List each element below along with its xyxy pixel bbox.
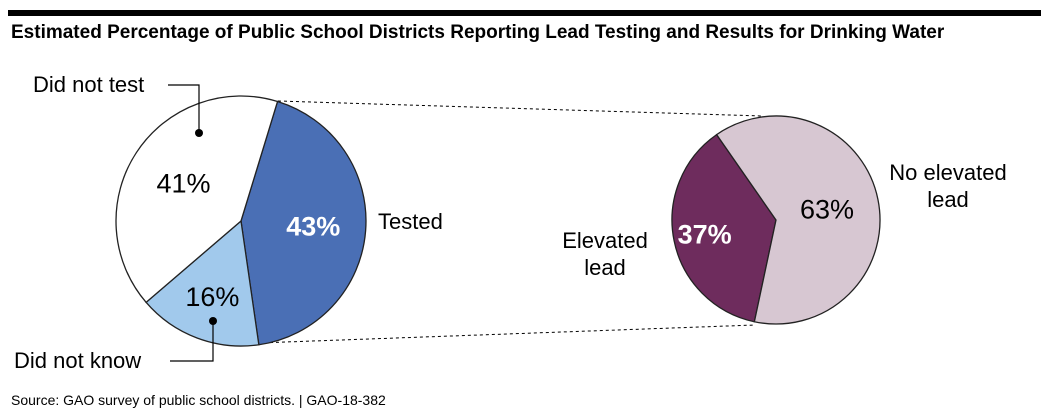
label-did-not-test: Did not test <box>33 72 144 97</box>
connector-line-top <box>277 100 763 117</box>
callout-dot <box>209 317 217 325</box>
label-no-elevated: No elevated <box>889 160 1006 185</box>
pie-slice-did-not-know <box>145 219 260 347</box>
label-elevated: Elevated <box>562 228 648 253</box>
label-elevated: lead <box>584 255 626 280</box>
pie-slice-no-elevated-lead <box>715 115 881 325</box>
chart-title: Estimated Percentage of Public School Di… <box>11 22 945 43</box>
data-label-elevated-lead: 37% <box>678 219 732 249</box>
pie-slice-tested <box>240 100 367 346</box>
data-label-no-elevated-lead: 63% <box>800 195 854 225</box>
callout-did-not-know <box>170 321 214 362</box>
pie-slice-elevated-lead <box>671 133 777 323</box>
label-tested: Tested <box>378 209 443 234</box>
label-did-not-know: Did not know <box>14 348 141 373</box>
data-label-did-not-know: 16% <box>185 282 239 312</box>
source-note: Source: GAO survey of public school dist… <box>11 392 386 408</box>
title-rule <box>8 10 1041 16</box>
connector-line-bottom <box>257 324 756 344</box>
data-label-tested: 43% <box>286 212 340 242</box>
data-label-did-not-test: 41% <box>156 168 210 198</box>
pie-slice-did-not-test <box>115 95 279 304</box>
callout-did-not-test <box>168 84 200 133</box>
label-no-elevated: lead <box>927 187 969 212</box>
callout-dot <box>195 129 203 137</box>
connector-lines <box>257 100 763 344</box>
